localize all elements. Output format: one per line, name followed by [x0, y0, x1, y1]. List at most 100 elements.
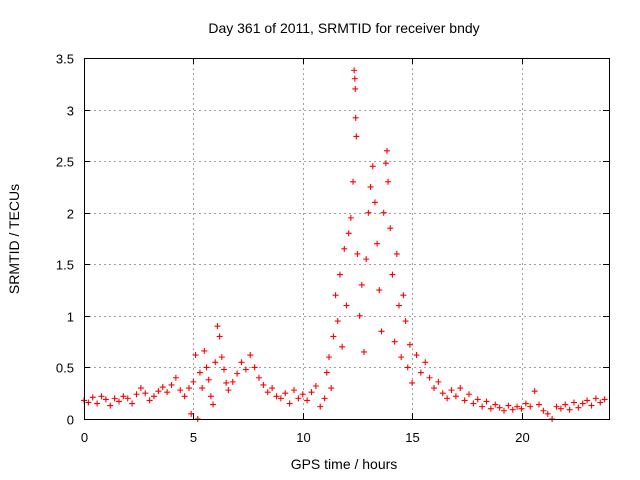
data-point — [203, 364, 210, 371]
data-point — [328, 385, 335, 392]
data-point — [514, 403, 521, 410]
data-point — [317, 403, 324, 410]
data-point — [431, 385, 437, 392]
data-point — [264, 389, 271, 396]
data-point — [352, 114, 359, 121]
data-point — [474, 396, 481, 403]
data-point — [505, 402, 512, 409]
data-point — [251, 364, 258, 371]
data-point — [422, 359, 429, 366]
data-point — [159, 384, 166, 391]
data-point — [347, 214, 354, 221]
data-point — [323, 369, 330, 376]
y-tick-label: 3.5 — [56, 52, 74, 67]
data-point — [544, 410, 551, 417]
data-point — [229, 378, 236, 385]
data-point — [242, 366, 249, 373]
data-point — [94, 400, 101, 407]
data-point — [540, 407, 547, 414]
data-point — [247, 352, 254, 359]
data-point — [448, 387, 455, 394]
plot-frame — [84, 58, 610, 420]
data-point — [452, 393, 459, 400]
data-point — [216, 333, 223, 340]
data-point — [199, 385, 206, 392]
data-point — [225, 387, 232, 394]
data-point — [205, 376, 212, 383]
data-point — [332, 292, 339, 299]
data-point — [592, 395, 599, 402]
data-point — [98, 393, 105, 400]
y-tick-label: 1 — [67, 310, 74, 325]
data-point — [389, 271, 396, 278]
data-point — [351, 75, 358, 82]
data-point — [400, 292, 407, 299]
data-point — [304, 397, 311, 404]
data-point — [382, 160, 389, 167]
data-point — [151, 393, 157, 400]
data-point — [116, 398, 122, 405]
y-axis-label: SRMTID / TECUs — [6, 184, 22, 294]
data-point — [531, 388, 538, 395]
data-point — [238, 359, 245, 366]
x-tick-label: 0 — [81, 430, 88, 445]
data-point — [295, 395, 302, 402]
data-point — [345, 230, 352, 237]
data-point — [406, 341, 413, 348]
chart-title: Day 361 of 2011, SRMTID for receiver bnd… — [208, 20, 479, 36]
x-tick-label: 15 — [405, 430, 419, 445]
data-point — [579, 400, 586, 407]
data-point — [383, 147, 390, 154]
data-point — [588, 402, 595, 409]
data-point — [210, 401, 217, 408]
data-point — [312, 382, 319, 389]
data-point — [398, 354, 405, 361]
x-tick-label: 5 — [190, 430, 197, 445]
data-point — [367, 183, 374, 190]
data-point — [380, 209, 387, 216]
data-point — [501, 407, 507, 414]
data-point — [177, 387, 184, 394]
data-point — [196, 369, 203, 376]
data-point — [527, 403, 534, 410]
data-point — [286, 400, 293, 407]
data-point — [566, 406, 573, 413]
data-point — [124, 395, 131, 402]
y-tick-label: 1.5 — [56, 258, 74, 273]
data-point — [393, 250, 400, 257]
data-point — [571, 399, 577, 406]
data-point — [536, 401, 542, 408]
data-point — [201, 347, 208, 354]
data-point — [168, 381, 175, 388]
data-point — [363, 256, 370, 263]
data-point — [107, 402, 114, 409]
data-point — [553, 403, 560, 410]
data-point — [584, 397, 591, 404]
data-point — [496, 404, 503, 411]
data-point — [351, 67, 358, 74]
data-point — [218, 354, 225, 361]
grid-layer — [84, 58, 609, 419]
data-point — [223, 379, 230, 386]
data-point — [142, 390, 149, 397]
data-point — [356, 312, 363, 319]
data-point — [234, 370, 241, 377]
data-point — [137, 385, 144, 392]
data-point — [376, 287, 383, 294]
data-point — [470, 400, 477, 407]
data-point — [352, 85, 359, 92]
data-point — [361, 348, 367, 355]
data-point — [435, 378, 442, 385]
data-point — [282, 390, 289, 397]
data-point — [277, 395, 284, 402]
data-point — [439, 390, 446, 397]
data-point — [89, 394, 96, 401]
data-point — [378, 328, 385, 335]
data-point — [186, 385, 192, 392]
data-point — [341, 245, 348, 252]
data-point — [164, 389, 171, 396]
data-point — [461, 397, 468, 404]
data-point — [334, 318, 341, 325]
data-point — [326, 354, 332, 361]
data-point — [492, 401, 499, 408]
